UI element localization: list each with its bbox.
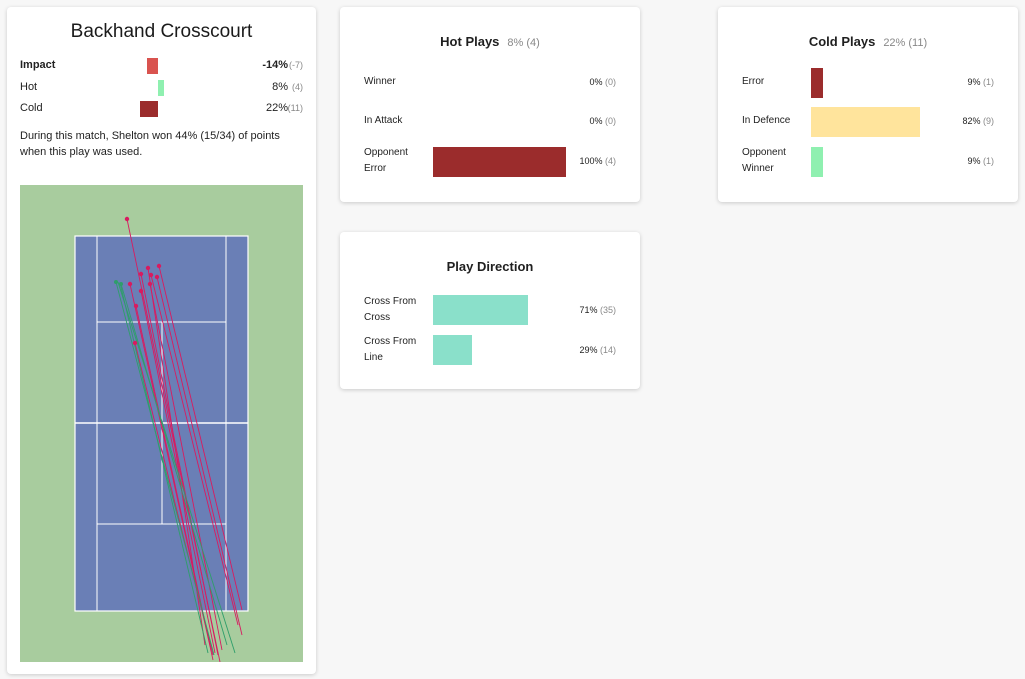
impact-value: -14% bbox=[262, 59, 288, 71]
play-direction-title: Play Direction bbox=[446, 259, 534, 274]
hot-plays-title: Hot Plays bbox=[440, 34, 500, 49]
hot-plays-header: Hot Plays 8% (4) bbox=[340, 34, 640, 49]
shot-point bbox=[138, 288, 144, 294]
bar-label: Cross From Line bbox=[364, 336, 417, 363]
cold-plays-pct: 22% (11) bbox=[883, 37, 928, 49]
hot-swatch bbox=[158, 80, 164, 96]
impact-label: Impact bbox=[20, 59, 56, 71]
shot-point bbox=[154, 274, 160, 280]
cold-plays-header: Cold Plays 22% (11) bbox=[718, 34, 1018, 49]
hot-label: Hot bbox=[20, 81, 38, 93]
shot-point bbox=[147, 281, 153, 287]
cross-from-line-bar bbox=[433, 335, 472, 365]
cold-row: Cold 22% (11) bbox=[20, 101, 303, 118]
cold-shot-trajectories bbox=[126, 218, 243, 662]
bar-label: Opponent Error bbox=[364, 147, 408, 174]
cold-plays-card: Cold Plays 22% (11) Error 9% (1) In Defen… bbox=[718, 7, 1018, 202]
hot-plays-card: Hot Plays 8% (4) Winner 0% (0) In Attack … bbox=[340, 7, 640, 202]
bar-label: Opponent Winner bbox=[742, 147, 786, 174]
bar-label: In Defence bbox=[742, 115, 791, 126]
shot-trajectory bbox=[150, 274, 239, 626]
opponent-error-bar bbox=[433, 147, 566, 177]
bar-value: 0% (0) bbox=[589, 116, 616, 126]
cross-from-cross-bar bbox=[433, 295, 528, 325]
shot-point bbox=[132, 340, 138, 346]
shot-point bbox=[156, 263, 162, 269]
hot-value: 8% bbox=[272, 81, 288, 93]
shot-trajectory bbox=[149, 283, 223, 651]
shot-origin-points bbox=[124, 216, 162, 346]
bar-value: 71% (35) bbox=[579, 305, 616, 315]
direction-row-cross-from-cross: Cross From Cross 71% (35) bbox=[364, 294, 616, 326]
bar-label: Cross From Cross bbox=[364, 296, 417, 323]
hot-shot-points bbox=[114, 280, 123, 286]
opponent-winner-bar bbox=[811, 147, 823, 177]
shot-trajectory bbox=[140, 273, 219, 656]
bar-value: 0% (0) bbox=[589, 77, 616, 87]
shot-point bbox=[124, 216, 130, 222]
shot-trajectory bbox=[156, 276, 243, 636]
cold-value: 22% bbox=[265, 102, 288, 114]
shot-trajectory bbox=[117, 281, 236, 654]
bar-label: In Attack bbox=[364, 115, 403, 126]
play-direction-card: Play Direction Cross From Cross 71% (35)… bbox=[340, 232, 640, 389]
impact-count: (-7) bbox=[289, 60, 303, 70]
cold-swatch bbox=[140, 101, 158, 117]
direction-row-cross-from-line: Cross From Line 29% (14) bbox=[364, 334, 616, 366]
bar-value: 9% (1) bbox=[967, 156, 994, 166]
cold-row-error: Error 9% (1) bbox=[742, 68, 994, 100]
hot-plays-pct: 8% (4) bbox=[507, 37, 540, 49]
impact-row: Impact -14% (-7) bbox=[20, 58, 303, 75]
match-description: During this match, Shelton won 44% (15/3… bbox=[20, 130, 280, 158]
shot-point bbox=[133, 303, 139, 309]
in-defence-bar bbox=[811, 107, 920, 137]
shot-trajectory bbox=[115, 281, 215, 656]
play-title: Backhand Crosscourt bbox=[70, 21, 253, 42]
bar-value: 9% (1) bbox=[967, 77, 994, 87]
shot-trajectory bbox=[135, 305, 211, 646]
error-bar bbox=[811, 68, 823, 98]
cold-row-in-defence: In Defence 82% (9) bbox=[742, 107, 994, 139]
hot-row-opponent-error: Opponent Error 100% (4) bbox=[364, 145, 616, 177]
shot-point bbox=[114, 280, 118, 284]
shot-point bbox=[127, 281, 133, 287]
tennis-court-diagram bbox=[20, 185, 303, 662]
bar-value: 29% (14) bbox=[579, 345, 616, 355]
bar-label: Winner bbox=[364, 76, 396, 87]
bar-label: Error bbox=[742, 76, 765, 87]
shot-point bbox=[148, 272, 154, 278]
hot-count: (4) bbox=[292, 82, 303, 92]
cold-label: Cold bbox=[20, 102, 43, 114]
cold-plays-title: Cold Plays bbox=[808, 34, 876, 49]
shot-point bbox=[119, 282, 123, 286]
impact-swatch bbox=[147, 58, 158, 74]
hot-row: Hot 8% (4) bbox=[20, 80, 303, 97]
cold-count: (11) bbox=[287, 103, 303, 113]
play-summary-card: Backhand Crosscourt Impact -14% (-7) Hot… bbox=[7, 7, 316, 674]
bar-value: 82% (9) bbox=[962, 116, 994, 126]
shot-point bbox=[145, 265, 151, 271]
shot-point bbox=[138, 271, 144, 277]
shot-trajectory bbox=[158, 265, 243, 611]
bar-value: 100% (4) bbox=[579, 156, 616, 166]
shot-trajectory bbox=[120, 283, 228, 646]
cold-row-opponent-winner: Opponent Winner 9% (1) bbox=[742, 145, 994, 177]
